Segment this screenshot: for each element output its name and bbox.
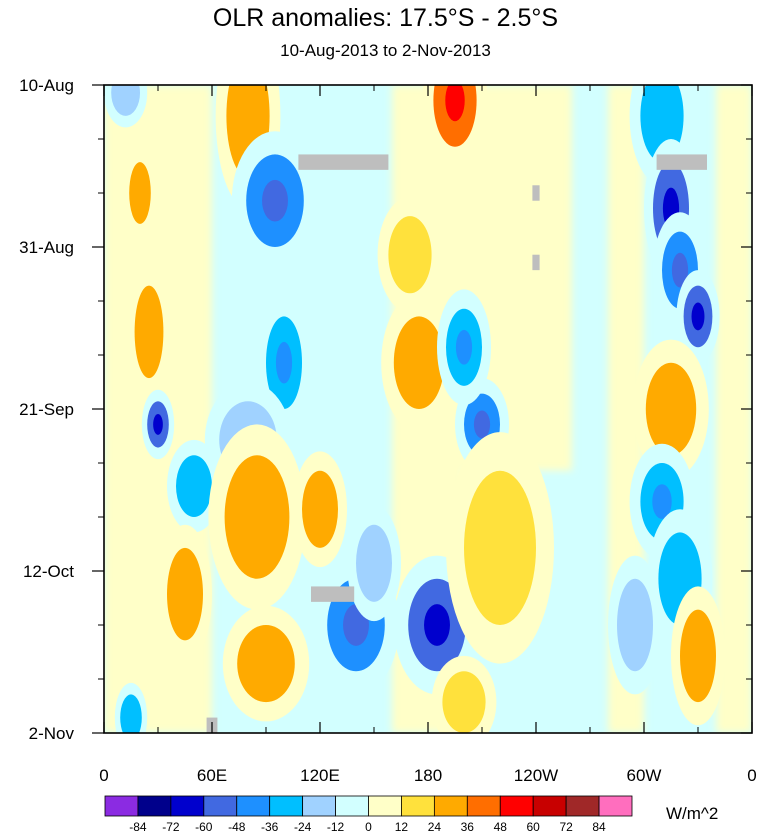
- colorbar-label: -84: [129, 820, 147, 834]
- colorbar-swatch: [433, 795, 468, 817]
- anomaly-region: [224, 455, 290, 579]
- anomaly-region: [680, 609, 716, 703]
- anomaly-region: [176, 455, 212, 517]
- plot-area: [104, 85, 752, 733]
- missing-data-patch: [532, 185, 540, 201]
- colorbar-swatch: [466, 795, 501, 817]
- anomaly-core: [262, 179, 288, 222]
- y-tick-label: 31-Aug: [19, 238, 74, 257]
- colorbar-label: 72: [559, 820, 573, 834]
- chart-title: OLR anomalies: 17.5°S - 2.5°S: [212, 4, 559, 32]
- x-tick-label: 60W: [627, 766, 662, 785]
- colorbar-swatch: [203, 795, 238, 817]
- chart-subtitle: 10-Aug-2013 to 2-Nov-2013: [280, 41, 491, 60]
- anomaly-region: [167, 547, 203, 641]
- y-tick-label: 2-Nov: [29, 724, 75, 743]
- colorbar-label: -36: [261, 820, 279, 834]
- colorbar-swatch: [236, 795, 271, 817]
- colorbar-swatch: [137, 795, 172, 817]
- anomaly-core: [445, 85, 465, 122]
- x-tick-label: 0: [99, 766, 108, 785]
- axes: 0 60E 120E 180 120W 60W 0 10-Aug 31-Aug 21-Sep 12-…: [19, 76, 757, 785]
- anomaly-core: [691, 302, 705, 331]
- anomaly-region: [645, 362, 697, 456]
- anomaly-region: [302, 470, 338, 548]
- anomaly-region: [617, 578, 653, 672]
- y-tick-label: 21-Sep: [19, 400, 74, 419]
- colorbar-label: -12: [327, 820, 345, 834]
- missing-data-patch: [311, 586, 355, 602]
- anomaly-region: [393, 316, 445, 409]
- x-tick-label: 60E: [197, 766, 227, 785]
- colorbar-swatch: [335, 795, 369, 817]
- missing-data-patch: [532, 254, 540, 271]
- colorbar-label: 36: [461, 820, 475, 834]
- colorbar-swatch: [598, 795, 633, 817]
- colorbar-units: W/m^2: [666, 804, 718, 823]
- anomaly-region: [134, 285, 164, 379]
- y-tick-label: 10-Aug: [19, 76, 74, 95]
- anomaly-core: [652, 484, 672, 519]
- colorbar: -84 -72 -60 -48 -36 -24 -12 0 12 24 36 48 60 72 84 W/m^…: [104, 795, 718, 834]
- anomaly-region: [120, 694, 142, 733]
- anomaly-region: [111, 85, 140, 116]
- anomaly-region: [388, 216, 432, 294]
- anomaly-core: [424, 604, 450, 646]
- anomaly-regions: [104, 85, 725, 733]
- anomaly-core: [671, 252, 689, 288]
- colorbar-label: 60: [527, 820, 541, 834]
- colorbar-swatch: [499, 795, 534, 817]
- colorbar-label: -48: [228, 820, 246, 834]
- colorbar-label: -60: [195, 820, 213, 834]
- colorbar-label: 24: [428, 820, 442, 834]
- colorbar-label: 84: [592, 820, 606, 834]
- colorbar-swatch: [368, 795, 402, 817]
- anomaly-region: [464, 470, 536, 625]
- anomaly-region: [237, 625, 295, 703]
- x-tick-label: 120E: [300, 766, 340, 785]
- anomaly-core: [153, 414, 163, 435]
- colorbar-swatch: [302, 795, 336, 817]
- anomaly-core: [473, 410, 491, 439]
- colorbar-label: -72: [162, 820, 180, 834]
- anomaly-core: [455, 329, 473, 365]
- colorbar-label: 0: [365, 820, 372, 834]
- colorbar-swatch: [401, 795, 435, 817]
- colorbar-label: 48: [494, 820, 508, 834]
- y-tick-label: 12-Oct: [23, 562, 74, 581]
- colorbar-swatch: [532, 795, 567, 817]
- anomaly-core: [275, 341, 293, 384]
- anomaly-region: [442, 671, 486, 733]
- missing-data-patch: [298, 154, 389, 170]
- missing-data-patch: [656, 154, 707, 170]
- colorbar-swatch: [269, 795, 304, 817]
- colorbar-swatch: [565, 795, 600, 817]
- anomaly-region: [356, 524, 392, 602]
- x-tick-label: 120W: [514, 766, 558, 785]
- colorbar-label: 12: [395, 820, 409, 834]
- x-tick-label: 180: [414, 766, 442, 785]
- anomaly-region: [129, 162, 151, 224]
- colorbar-label: -24: [294, 820, 312, 834]
- x-tick-label: 0: [747, 766, 756, 785]
- colorbar-swatch: [170, 795, 205, 817]
- colorbar-swatch: [104, 795, 139, 817]
